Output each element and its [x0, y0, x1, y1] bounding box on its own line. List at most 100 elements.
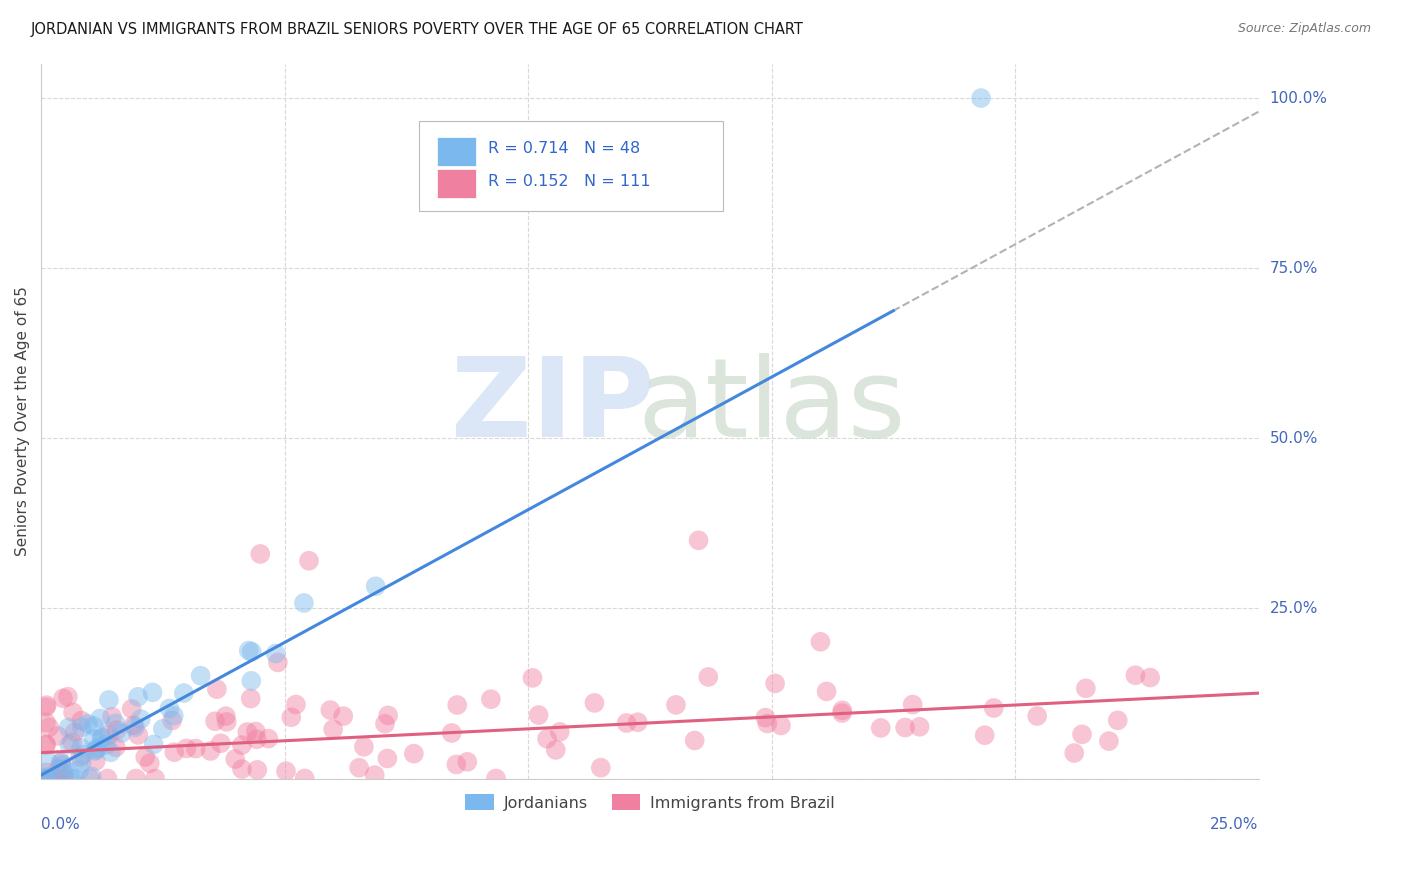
Point: [127, 690, 149, 704]
Point: [224, 752, 246, 766]
Point: [869, 721, 891, 735]
Point: [49, 756, 72, 770]
Point: [76, 716, 98, 731]
Point: [284, 698, 307, 712]
Point: [1074, 681, 1097, 696]
Point: [627, 715, 650, 730]
Text: 50.0%: 50.0%: [1270, 431, 1317, 446]
Text: 75.0%: 75.0%: [1270, 260, 1317, 276]
Point: [69, 750, 91, 764]
Point: [51, 756, 73, 770]
Point: [56, 690, 79, 704]
Point: [105, 723, 128, 737]
Point: [134, 750, 156, 764]
Point: [48, 762, 70, 776]
Point: [319, 703, 342, 717]
Text: 25.0%: 25.0%: [1211, 817, 1258, 832]
Point: [544, 743, 567, 757]
Point: [46, 729, 69, 743]
Point: [42, 772, 65, 786]
Point: [1107, 714, 1129, 728]
Point: [84, 744, 107, 758]
Point: [209, 736, 232, 750]
Point: [665, 698, 688, 712]
Point: [37, 772, 59, 786]
Point: [86, 743, 108, 757]
Text: R = 0.714   N = 48: R = 0.714 N = 48: [488, 141, 640, 156]
Point: [67, 763, 90, 777]
Point: [100, 745, 122, 759]
Y-axis label: Seniors Poverty Over the Age of 65: Seniors Poverty Over the Age of 65: [15, 286, 30, 557]
Point: [104, 740, 127, 755]
Point: [104, 716, 127, 731]
Point: [142, 738, 165, 752]
Point: [479, 692, 502, 706]
Point: [205, 682, 228, 697]
Point: [184, 741, 207, 756]
Point: [280, 710, 302, 724]
Point: [240, 645, 263, 659]
Point: [322, 722, 344, 736]
Point: [446, 698, 468, 712]
Point: [152, 722, 174, 736]
Point: [70, 756, 93, 770]
Point: [377, 708, 399, 723]
Point: [37, 755, 59, 769]
Point: [1125, 668, 1147, 682]
Point: [63, 772, 86, 786]
Point: [35, 772, 58, 786]
Point: [143, 772, 166, 786]
Point: [160, 714, 183, 728]
Point: [91, 731, 114, 745]
Point: [37, 772, 59, 786]
Point: [215, 709, 238, 723]
Point: [973, 728, 995, 742]
Point: [810, 635, 832, 649]
Point: [176, 741, 198, 756]
Point: [94, 738, 117, 752]
Point: [204, 714, 226, 729]
Point: [70, 720, 93, 734]
Point: [83, 719, 105, 733]
Point: [35, 698, 58, 713]
Point: [97, 693, 120, 707]
Point: [62, 706, 84, 720]
Point: [163, 745, 186, 759]
Point: [831, 706, 853, 720]
Text: atlas: atlas: [637, 353, 905, 460]
Point: [353, 739, 375, 754]
Point: [1139, 671, 1161, 685]
Point: [38, 720, 60, 734]
Point: [58, 721, 80, 735]
Point: [48, 768, 70, 782]
Point: [35, 738, 58, 752]
Point: [35, 765, 58, 780]
Point: [35, 737, 58, 751]
Point: [756, 716, 779, 731]
Point: [35, 772, 58, 786]
Point: [72, 747, 94, 762]
Point: [298, 554, 321, 568]
Point: [1098, 734, 1121, 748]
Point: [901, 698, 924, 712]
Point: [90, 731, 112, 745]
Point: [970, 91, 993, 105]
Point: [127, 728, 149, 742]
Point: [141, 685, 163, 699]
Point: [267, 656, 290, 670]
Point: [583, 696, 606, 710]
Point: [52, 767, 75, 781]
Point: [264, 647, 287, 661]
Point: [215, 714, 238, 729]
Point: [236, 725, 259, 739]
Text: 25.0%: 25.0%: [1270, 601, 1317, 615]
Point: [754, 710, 776, 724]
Point: [374, 716, 396, 731]
Point: [35, 715, 58, 730]
Point: [89, 711, 111, 725]
Point: [485, 772, 508, 786]
Point: [446, 757, 468, 772]
Point: [240, 673, 263, 688]
Point: [59, 772, 82, 786]
Point: [249, 547, 271, 561]
